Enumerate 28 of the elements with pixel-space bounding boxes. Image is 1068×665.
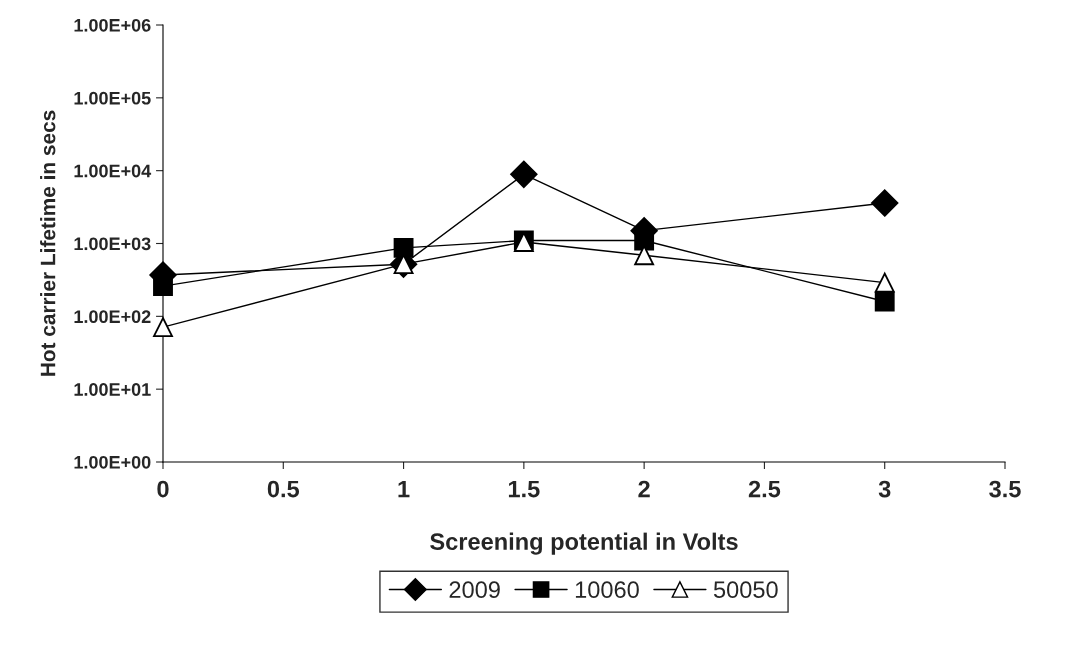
point [153,276,173,297]
point [874,291,895,312]
x-tick-label: 3.5 [989,480,1021,498]
x-tick-label: 1 [398,480,410,498]
legend-label: 50050 [713,581,778,599]
point [510,160,538,189]
x-tick-label: 2.5 [748,480,781,498]
point [634,245,655,266]
point [153,317,173,338]
y-tick-label: 1.00E+01 [74,383,151,396]
y-tick-label: 1.00E+05 [74,91,151,105]
x-tick-label: 0.5 [267,480,300,498]
y-tick-label: 1.00E+02 [74,310,151,324]
x-axis-title: Screening potential in Volts [430,532,738,555]
x-tick-label: 1.5 [508,480,540,498]
x-tick-label: 3 [878,480,891,498]
y-tick-label: 1.00E+04 [74,164,152,178]
point [871,189,899,217]
legend-label: 10060 [575,581,639,599]
x-tick-label: 2 [638,480,650,498]
y-tick-label: 1.00E+03 [74,237,151,251]
y-tick-label: 1.00E+00 [74,455,151,469]
point [874,272,895,293]
legend-label: 2009 [449,581,500,599]
y-axis-title: Hot carrier Lifetime in secs [40,110,56,376]
x-tick-label: 0 [157,480,169,498]
y-tick-label: 1.00E+06 [74,18,151,32]
point [393,237,414,258]
